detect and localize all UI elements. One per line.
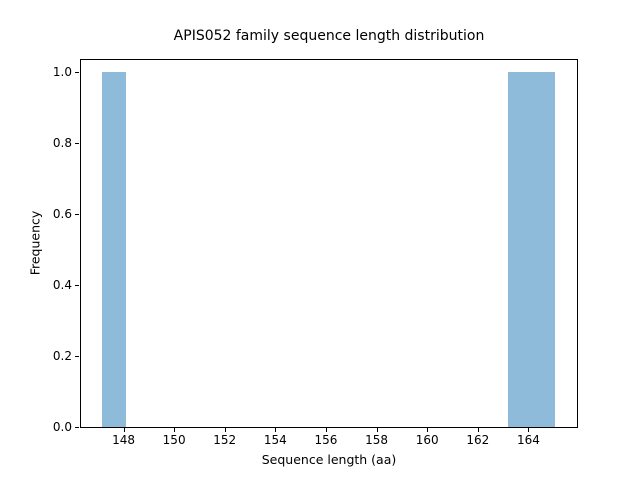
y-tick-label: 0.4 <box>52 278 72 293</box>
y-tick-label: 0.6 <box>52 207 72 222</box>
x-tick-label: 156 <box>314 433 338 447</box>
x-tick-mark <box>275 428 277 432</box>
y-tick-mark <box>75 72 79 74</box>
y-tick-label: 0.2 <box>52 349 72 364</box>
histogram-bar <box>508 72 555 427</box>
y-tick-mark <box>75 214 79 216</box>
x-tick-label: 148 <box>112 433 135 447</box>
x-tick-mark <box>123 428 125 432</box>
x-tick-label: 160 <box>415 433 439 447</box>
y-tick-label: 1.0 <box>52 65 72 80</box>
histogram-bar <box>102 72 127 427</box>
x-axis-label: Sequence length (aa) <box>261 452 397 467</box>
x-tick-mark <box>528 428 530 432</box>
y-tick-label: 0.0 <box>52 420 72 434</box>
x-tick-mark <box>325 428 327 432</box>
x-tick-label: 164 <box>516 433 540 447</box>
y-tick-label: 0.8 <box>52 136 72 151</box>
y-tick-mark <box>75 285 79 287</box>
x-tick-mark <box>427 428 429 432</box>
y-axis-label: Frequency <box>27 210 43 276</box>
chart-title: APIS052 family sequence length distribut… <box>173 28 485 44</box>
y-tick-mark <box>75 143 79 145</box>
x-tick-mark <box>174 428 176 432</box>
plot-area <box>80 59 578 428</box>
bars-layer <box>81 60 577 427</box>
x-tick-label: 162 <box>466 433 490 447</box>
x-tick-label: 150 <box>162 433 186 447</box>
x-tick-label: 158 <box>365 433 389 447</box>
x-tick-label: 152 <box>213 433 237 447</box>
x-tick-mark <box>477 428 479 432</box>
x-tick-mark <box>376 428 378 432</box>
y-tick-mark <box>75 356 79 358</box>
y-tick-mark <box>75 427 79 428</box>
x-tick-mark <box>224 428 226 432</box>
x-tick-label: 154 <box>263 433 287 447</box>
